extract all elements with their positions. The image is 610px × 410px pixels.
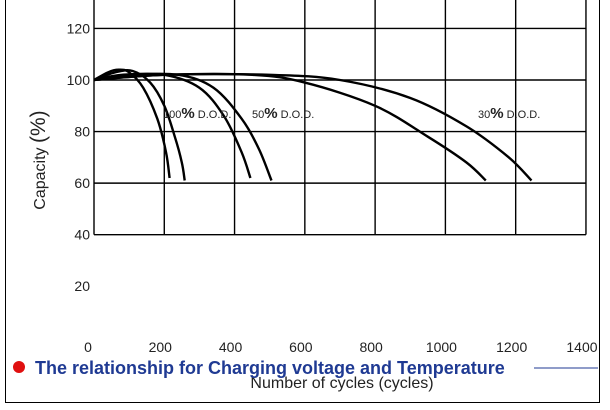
series-line (93, 73, 533, 182)
x-tick-label: 1200 (496, 339, 527, 355)
dod-annotation: 100% D.O.D. (163, 105, 231, 122)
dod-annotation: 30% D.O.D. (478, 105, 540, 122)
y-tick-label: 120 (67, 20, 91, 36)
x-tick-label: 1400 (566, 339, 597, 355)
y-tick-label: 80 (74, 124, 90, 140)
section-heading: The relationship for Charging voltage an… (35, 358, 505, 378)
series-line (93, 69, 186, 181)
x-tick-label: 600 (289, 339, 313, 355)
y-axis-title: Capacity (%) (27, 110, 50, 209)
series-line (93, 72, 487, 182)
dod-annotation-value: 50 (252, 109, 264, 121)
tick-labels: 0 200 400 600 800 1000 1200 1400 20 40 60 80 100 120 (67, 20, 598, 355)
dod-annotations: 100% D.O.D. 50% D.O.D. 30% D.O.D. (163, 105, 540, 122)
x-axis-title: Number of cycles (cycles) (250, 375, 433, 392)
dod-annotation-percent: % (264, 105, 277, 122)
dod-annotation-suffix: D.O.D. (195, 109, 232, 121)
dod-annotation-value: 30 (478, 109, 490, 121)
series-lines (93, 68, 533, 182)
dod-annotation: 50% D.O.D. (252, 105, 314, 122)
y-tick-label: 40 (74, 227, 90, 243)
y-axis-title-text: Capacity (32, 143, 49, 210)
x-tick-label: 400 (219, 339, 243, 355)
y-tick-label: 60 (74, 175, 90, 191)
x-tick-label: 800 (359, 339, 383, 355)
x-tick-label: 200 (149, 339, 173, 355)
x-tick-label: 0 (84, 339, 92, 355)
svg-text:Capacity (%): Capacity (%) (27, 110, 50, 209)
heading-bullet-icon (13, 361, 25, 373)
y-tick-label: 20 (74, 278, 90, 294)
dod-annotation-suffix: D.O.D. (504, 109, 541, 121)
x-tick-label: 1000 (426, 339, 457, 355)
dod-annotation-suffix: D.O.D. (278, 109, 315, 121)
y-axis-title-unit: (%) (27, 110, 50, 143)
dod-annotation-value: 100 (163, 109, 181, 121)
series-line (93, 68, 171, 179)
dod-annotation-percent: % (490, 105, 503, 122)
y-tick-label: 100 (67, 72, 91, 88)
series-line (93, 72, 273, 181)
dod-annotation-percent: % (181, 105, 194, 122)
chart-frame (5, 0, 600, 403)
